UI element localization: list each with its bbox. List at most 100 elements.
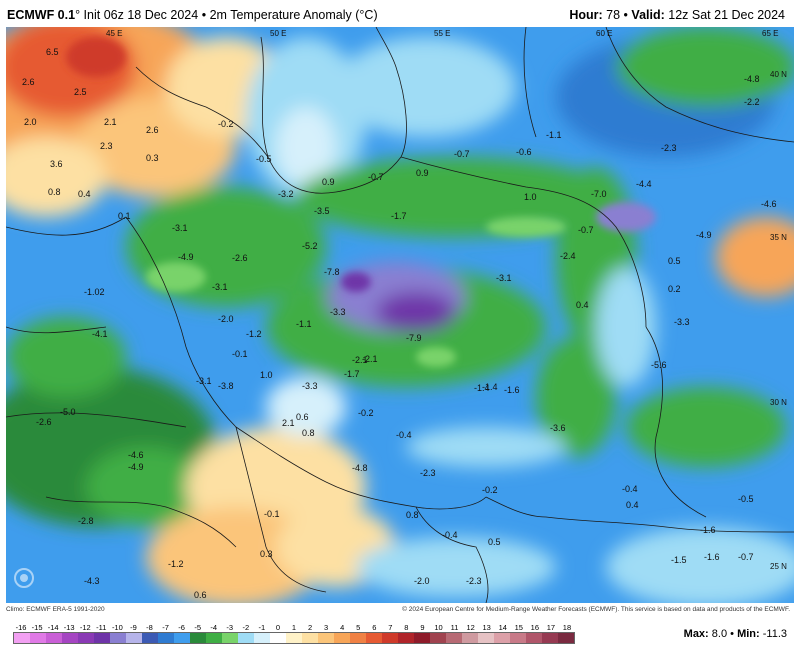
- colorbar-ticks: -16 -15 -14 -13 -12 -11 -10 -9 -8 -7 -6 -5 -4 -3 -2 -1 0…: [13, 623, 575, 632]
- colorbar-tick: 3: [324, 623, 329, 632]
- anomaly-value-label: 0.8: [406, 510, 419, 520]
- anomaly-value-label: 0.3: [146, 153, 159, 163]
- anomaly-value-label: -3.1: [196, 376, 212, 386]
- anomaly-value-label: -4.9: [696, 230, 712, 240]
- anomaly-value-label: 2.6: [146, 125, 159, 135]
- anomaly-value-label: -1.2: [246, 329, 262, 339]
- colorbar-tick: 12: [466, 623, 475, 632]
- anomaly-value-label: -3.8: [218, 381, 234, 391]
- anomaly-value-label: -2.4: [560, 251, 576, 261]
- anomaly-value-label: -3.6: [550, 423, 566, 433]
- anomaly-value-label: -0.4: [622, 484, 638, 494]
- map-canvas[interactable]: 45 E 50 E 55 E 60 E 65 E 40 N 35 N 30 N …: [6, 27, 794, 603]
- min-value: -11.3: [762, 628, 787, 640]
- anomaly-value-label: 6.5: [46, 47, 59, 57]
- anomaly-value-label: -0.4: [396, 430, 412, 440]
- anomaly-value-label: -0.7: [738, 552, 754, 562]
- anomaly-value-label: 0.4: [78, 189, 91, 199]
- watermark-logo: [14, 568, 34, 588]
- colorbar-swatch: [142, 633, 158, 643]
- grid-label: 30 N: [770, 398, 787, 407]
- colorbar-tick: 13: [482, 623, 491, 632]
- anomaly-value-label: -0.2: [218, 119, 234, 129]
- anomaly-value-label: -2.3: [420, 468, 436, 478]
- colorbar-swatch: [478, 633, 494, 643]
- header-left: ECMWF 0.1° Init 06z 18 Dec 2024 • 2m Tem…: [7, 8, 378, 22]
- anomaly-value-label: -0.7: [368, 172, 384, 182]
- colorbar-tick: -7: [162, 623, 169, 632]
- colorbar-swatch: [14, 633, 30, 643]
- colorbar-tick: 4: [340, 623, 345, 632]
- min-label: Min:: [737, 628, 760, 640]
- colorbar-tick: -4: [210, 623, 218, 632]
- colorbar-tick: 0: [275, 623, 281, 632]
- max-min-stats: Max: 8.0 • Min: -11.3: [684, 628, 787, 640]
- colorbar-swatch: [558, 633, 574, 643]
- colorbar-swatch: [254, 633, 270, 643]
- anomaly-value-label: 2.3: [100, 141, 113, 151]
- anomaly-value-label: 0.4: [626, 500, 639, 510]
- header-right: Hour: 78 • Valid: 12z Sat 21 Dec 2024: [569, 8, 785, 22]
- colorbar-tick: 11: [450, 623, 459, 632]
- colorbar-swatch: [398, 633, 414, 643]
- anomaly-value-label: -3.3: [302, 381, 318, 391]
- anomaly-values: 6.5 2.6 2.5 2.0 2.1 2.6 3.6 2.3 0.8 0.4 0.3 -0.5 -0.…: [22, 47, 777, 600]
- anomaly-value-label: 0.4: [576, 300, 589, 310]
- anomaly-value-label: -1.6: [504, 385, 520, 395]
- climo-credit: Climo: ECMWF ERA-5 1991-2020: [6, 606, 105, 613]
- grid-labels: 45 E 50 E 55 E 60 E 65 E 40 N 35 N 30 N …: [106, 29, 787, 571]
- anomaly-value-label: -1.4: [474, 383, 490, 393]
- colorbar-tick: -10: [111, 623, 123, 632]
- anomaly-value-label: -0.5: [738, 494, 754, 504]
- anomaly-value-label: -4.4: [636, 179, 652, 189]
- colorbar-swatch: [334, 633, 350, 643]
- anomaly-value-label: -3.1: [496, 273, 512, 283]
- copyright-credit: © 2024 European Centre for Medium-Range …: [402, 606, 790, 613]
- colorbar-swatch: [78, 633, 94, 643]
- colorbar-swatch: [414, 633, 430, 643]
- anomaly-value-label: -4.3: [84, 576, 100, 586]
- hour-value: 78: [606, 8, 621, 22]
- init-time: Init 06z 18 Dec 2024: [83, 8, 199, 22]
- header-bullet: •: [201, 8, 207, 22]
- anomaly-value-label: -0.1: [264, 509, 280, 519]
- anomaly-detail: [66, 37, 656, 367]
- anomaly-value-label: -3.1: [172, 223, 188, 233]
- anomaly-value-label: 3.6: [50, 159, 63, 169]
- colorbar-swatch: [190, 633, 206, 643]
- colorbar-swatch: [62, 633, 78, 643]
- anomaly-value-label: -3.1: [212, 282, 228, 292]
- anomaly-value-label: 0.2: [668, 284, 681, 294]
- stats-separator: •: [730, 628, 734, 640]
- colorbar-swatch: [446, 633, 462, 643]
- colorbar-tick: 16: [530, 623, 540, 632]
- colorbar-tick: 9: [420, 623, 425, 632]
- max-value: 8.0: [711, 628, 728, 640]
- anomaly-map[interactable]: 45 E 50 E 55 E 60 E 65 E 40 N 35 N 30 N …: [6, 27, 794, 603]
- colorbar-swatch: [270, 633, 286, 643]
- anomaly-value-label: -0.2: [358, 408, 374, 418]
- valid-bullet: •: [623, 8, 628, 22]
- anomaly-value-label: -1.7: [391, 211, 407, 221]
- anomaly-value-label: 1.0: [524, 192, 537, 202]
- anomaly-value-label: -7.8: [324, 267, 340, 277]
- colorbar-tick: 2: [307, 623, 313, 632]
- colorbar-swatch: [302, 633, 318, 643]
- colorbar-tick: 7: [388, 623, 393, 632]
- colorbar-swatch: [206, 633, 222, 643]
- colorbar-tick: -13: [63, 623, 75, 632]
- colorbar-tick: -8: [146, 623, 153, 632]
- colorbar-tick: 18: [562, 623, 572, 632]
- grid-label: 55 E: [434, 29, 450, 38]
- anomaly-value-label: 0.9: [322, 177, 335, 187]
- colorbar-swatch: [46, 633, 62, 643]
- colorbar-swatch: [126, 633, 142, 643]
- colorbar-tick: 8: [404, 623, 409, 632]
- credits: Climo: ECMWF ERA-5 1991-2020 © 2024 Euro…: [6, 606, 794, 616]
- colorbar-swatch: [366, 633, 382, 643]
- colorbar-swatch: [174, 633, 190, 643]
- anomaly-field: [6, 27, 794, 603]
- anomaly-value-label: 0.1: [118, 211, 131, 221]
- colorbar-tick: 17: [546, 623, 556, 632]
- colorbar-swatch: [318, 633, 334, 643]
